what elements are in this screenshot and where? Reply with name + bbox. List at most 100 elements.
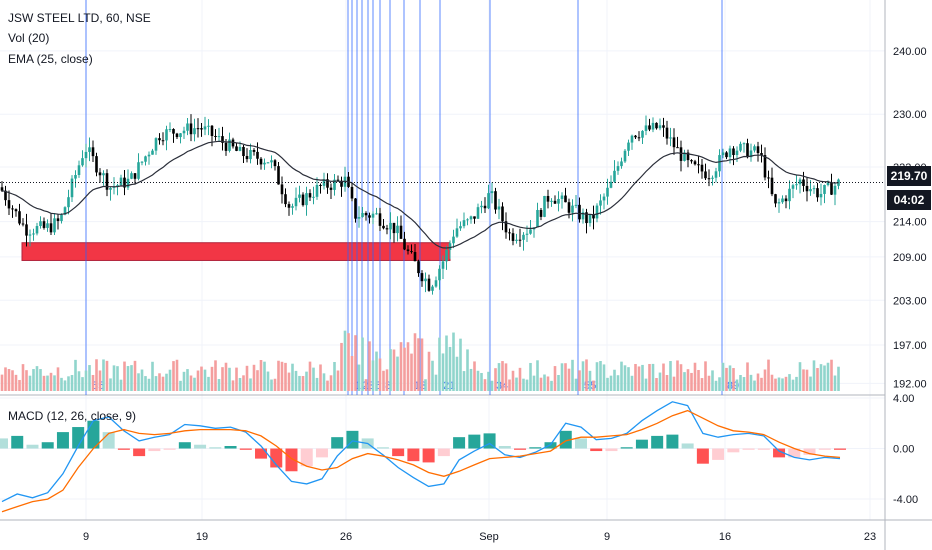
candle-body (210, 125, 214, 136)
volume-bar (259, 360, 263, 391)
candle-body (567, 202, 571, 213)
volume-bar (11, 370, 14, 391)
candle-body (606, 187, 609, 197)
candle-body (777, 202, 781, 204)
macd-histogram-bar (559, 430, 572, 449)
macd-histogram-bar (209, 447, 222, 449)
volume-bar (231, 380, 235, 391)
volume-bar (585, 359, 588, 391)
volume-bar (669, 361, 672, 391)
candle-body (406, 249, 410, 252)
volume-bar (109, 378, 112, 391)
volume-bar (49, 372, 53, 391)
volume-bar (28, 375, 32, 391)
candle-body (137, 162, 140, 179)
candle-body (627, 142, 630, 151)
volume-bar (588, 370, 592, 391)
volume-bar (802, 369, 805, 391)
candle-body (637, 137, 641, 139)
candle-body (326, 179, 329, 188)
macd-histogram-bar (300, 448, 313, 467)
volume-bar (644, 378, 648, 391)
candle-body (74, 174, 77, 179)
time-axis-label: 26 (340, 531, 352, 543)
volume-bar (168, 369, 172, 391)
volume-bar (672, 376, 676, 391)
candle-body (735, 150, 739, 156)
candle-body (32, 233, 35, 235)
volume-bar (256, 370, 259, 391)
volume-bar (700, 378, 704, 391)
volume-bar (630, 375, 634, 391)
volume-bar (277, 360, 280, 391)
volume-bar (305, 371, 308, 391)
candle-body (266, 162, 270, 164)
volume-legend[interactable]: Vol (20) (8, 31, 50, 45)
volume-bar (735, 379, 739, 391)
candle-body (175, 133, 179, 138)
volume-bar (301, 376, 305, 391)
volume-bar (88, 365, 91, 391)
volume-bar (714, 380, 718, 391)
candle-body (445, 249, 448, 262)
candle-body (63, 207, 67, 215)
volume-bar (805, 369, 809, 391)
macd-histogram-bar (742, 448, 755, 450)
candle-body (403, 238, 406, 250)
macd-histogram-bar (194, 444, 207, 449)
candle-body (189, 123, 193, 135)
candle-body (81, 158, 84, 166)
volume-bar (448, 346, 452, 391)
candle-body (284, 194, 287, 205)
symbol-legend[interactable]: JSW STEEL LTD, 60, NSE (8, 11, 151, 25)
macd-histogram-bar (41, 442, 54, 449)
macd-legend[interactable]: MACD (12, 26, close, 9) (8, 409, 137, 423)
volume-bar (364, 379, 368, 391)
volume-bar (529, 362, 532, 391)
volume-bar (91, 374, 95, 391)
volume-bar (193, 377, 196, 391)
ema-legend[interactable]: EMA (25, close) (8, 52, 93, 66)
candle-body (235, 146, 238, 151)
candle-body (504, 221, 508, 233)
candle-body (756, 146, 760, 154)
volume-bar (473, 361, 476, 391)
volume-bar (361, 337, 364, 391)
candle-body (301, 194, 305, 206)
volume-bar (781, 378, 784, 391)
macd-histogram-bar (834, 448, 846, 450)
candle-body (571, 205, 574, 213)
volume-bar (466, 349, 469, 391)
candle-body (53, 218, 56, 233)
macd-histogram-bar (498, 446, 511, 449)
macd-histogram-bar (696, 448, 709, 464)
volume-bar (228, 367, 231, 391)
candle-body (364, 212, 368, 216)
candle-body (151, 150, 154, 155)
candle-body (95, 156, 98, 173)
volume-bar (833, 375, 837, 391)
macd-histogram-bar (468, 434, 481, 449)
candle-body (158, 138, 161, 141)
volume-bar (312, 367, 315, 391)
candle-body (203, 126, 207, 130)
volume-bar (462, 371, 466, 391)
volume-bar (784, 376, 788, 391)
volume-bar (665, 375, 669, 391)
macd-histogram-bar (87, 420, 100, 449)
volume-bar (683, 372, 686, 391)
time-axis-label: Sep (479, 531, 499, 543)
volume-bar (634, 363, 637, 391)
volume-bar (116, 366, 119, 391)
volume-bar (343, 330, 347, 391)
candle-body (798, 179, 802, 185)
candle-body (711, 177, 714, 179)
volume-bar (119, 379, 123, 391)
macd-axis-label: 0.00 (893, 444, 914, 456)
volume-bar (0, 374, 4, 391)
volume-bar (382, 370, 385, 391)
volume-bar (315, 377, 319, 391)
candle-body (553, 200, 557, 204)
volume-bar (371, 360, 375, 391)
volume-bar (816, 368, 819, 391)
